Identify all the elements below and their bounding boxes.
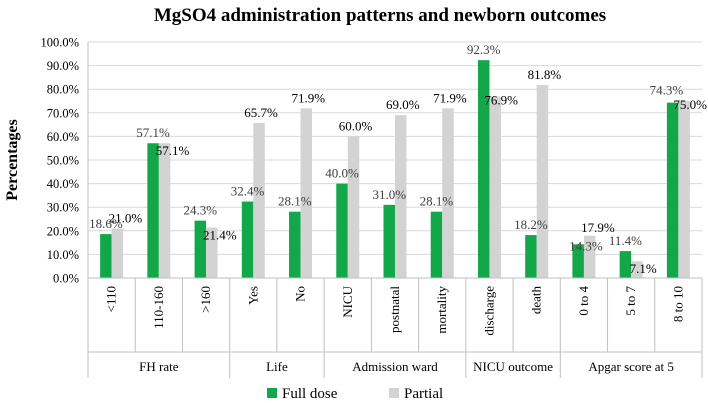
data-label-partial: 57.1% <box>156 143 190 158</box>
category-label: mortality <box>434 286 449 334</box>
data-label-partial: 71.9% <box>433 90 467 105</box>
bar-full-dose <box>336 183 348 278</box>
data-label-partial: 65.7% <box>244 105 278 120</box>
bar-full-dose <box>477 60 490 279</box>
data-label-partial: 17.9% <box>581 220 615 235</box>
legend-swatch-partial <box>389 388 399 398</box>
category-labels: <110 110-160 >160 Yes No NICU postnatal mortali… <box>104 285 686 335</box>
data-label-partial: 7.1% <box>630 261 657 276</box>
y-tick-label: 20.0% <box>47 224 79 238</box>
data-label-full-dose: 11.4% <box>609 233 642 248</box>
bar-partial <box>395 115 407 278</box>
data-label-partial: 21.0% <box>109 210 143 225</box>
bar-full-dose <box>383 204 395 278</box>
y-tick-label: 100.0% <box>40 36 79 50</box>
bar-partial <box>111 228 124 278</box>
y-tick-label: 90.0% <box>47 59 79 73</box>
data-label-full-dose: 24.3% <box>184 203 218 218</box>
bars <box>100 60 690 279</box>
bar-full-dose <box>572 244 584 278</box>
bar-partial <box>489 96 501 279</box>
bar-partial <box>536 84 549 279</box>
category-label: 0 to 4 <box>576 286 591 316</box>
chart-title: MgSO4 administration patterns and newbor… <box>154 5 606 26</box>
bar-partial <box>206 227 218 278</box>
data-label-full-dose: 40.0% <box>325 166 359 181</box>
data-label-full-dose: 32.4% <box>231 184 265 199</box>
data-label-partial: 76.9% <box>484 93 518 108</box>
category-label: No <box>293 286 308 302</box>
axes <box>87 42 703 378</box>
bar-partial <box>442 108 454 278</box>
data-label-full-dose: 14.3% <box>569 238 603 253</box>
bar-full-dose <box>430 211 443 278</box>
data-label-full-dose: 28.1% <box>278 194 312 209</box>
bar-full-dose <box>289 211 301 278</box>
group-labels: FH rate Life Admission ward NICU outcome Apg… <box>139 359 674 374</box>
category-label: Yes <box>245 286 260 305</box>
group-label: Admission ward <box>352 359 438 374</box>
bar-partial <box>583 235 596 278</box>
group-label: FH rate <box>139 359 179 374</box>
y-axis-label: Percentages <box>4 119 21 200</box>
bar-partial <box>253 122 265 278</box>
y-tick-label: 50.0% <box>47 154 79 168</box>
category-label: postnatal <box>387 286 402 333</box>
data-label-partial: 81.8% <box>528 67 562 82</box>
y-tick-label: 70.0% <box>47 106 79 120</box>
data-label-partial: 75.0% <box>673 97 707 112</box>
bar-full-dose <box>194 220 207 278</box>
bar-full-dose <box>241 201 254 278</box>
group-label: NICU outcome <box>473 359 553 374</box>
y-tick-labels: 0.0% 10.0% 20.0% 30.0% 40.0% 50.0% 60.0% 70.0% 8… <box>40 36 79 286</box>
y-tick-label: 30.0% <box>47 201 79 215</box>
bar-partial <box>300 108 313 278</box>
y-tick-label: 0.0% <box>53 272 79 286</box>
bar-partial <box>678 101 690 278</box>
category-label: death <box>529 286 544 315</box>
category-label: 5 to 7 <box>623 286 638 316</box>
y-tick-label: 80.0% <box>47 83 79 97</box>
bar-full-dose <box>666 102 679 278</box>
y-tick-label: 10.0% <box>47 248 79 262</box>
bar-partial <box>631 261 643 278</box>
data-label-partial: 71.9% <box>291 90 325 105</box>
bar-full-dose <box>147 143 159 278</box>
group-label: Apgar score at 5 <box>588 359 674 374</box>
bar-full-dose <box>100 234 112 278</box>
data-label-full-dose: 18.6% <box>89 216 123 231</box>
bar-partial <box>347 136 360 278</box>
legend-swatch-full-dose <box>267 388 277 398</box>
category-label: discharge <box>481 286 496 336</box>
category-label: 110-160 <box>151 286 166 329</box>
y-tick-label: 60.0% <box>47 130 79 144</box>
group-label: Life <box>266 359 288 374</box>
data-label-full-dose: 57.1% <box>136 125 170 140</box>
data-label-full-dose: 74.3% <box>650 83 684 98</box>
legend: Full dose Partial <box>267 386 443 402</box>
category-label: 8 to 10 <box>670 286 685 322</box>
data-label-full-dose: 92.3% <box>467 42 501 57</box>
data-labels: 18.6% 57.1% 24.3% 32.4% 28.1% 40.0% 31.0% 28.1%… <box>89 42 707 276</box>
category-label: >160 <box>198 286 213 313</box>
data-label-full-dose: 18.2% <box>514 217 548 232</box>
category-label: NICU <box>340 285 355 317</box>
data-label-full-dose: 31.0% <box>372 187 406 202</box>
legend-label-partial: Partial <box>404 386 443 402</box>
data-label-full-dose: 28.1% <box>420 194 454 209</box>
data-label-partial: 69.0% <box>386 97 420 112</box>
bar-full-dose <box>525 235 537 278</box>
bar-partial <box>158 143 171 278</box>
category-label: <110 <box>104 286 119 312</box>
bar-full-dose <box>619 251 632 278</box>
y-tick-label: 40.0% <box>47 177 79 191</box>
legend-label-full-dose: Full dose <box>282 386 338 402</box>
data-label-partial: 60.0% <box>339 118 373 133</box>
data-label-partial: 21.4% <box>203 227 237 242</box>
